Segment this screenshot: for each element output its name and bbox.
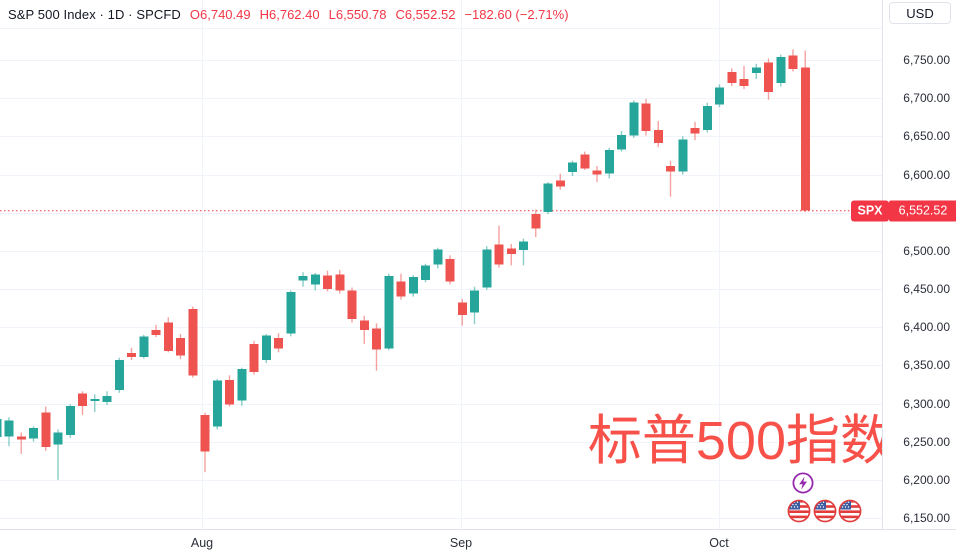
price-axis-label: 6,350.00: [903, 358, 950, 373]
us-flag-icon: [813, 499, 836, 523]
price-axis-label: 6,750.00: [903, 53, 950, 67]
time-axis-label: Aug: [190, 536, 214, 550]
chart-canvas[interactable]: [0, 0, 882, 529]
change-value: −182.60 (−2.71%): [464, 6, 569, 22]
currency-toggle-button[interactable]: USD: [889, 2, 951, 24]
candlestick-chart[interactable]: [0, 0, 882, 529]
time-axis[interactable]: Aug Sep Oct: [0, 529, 956, 558]
flag-icons-row: [787, 499, 862, 523]
symbol-title: S&P 500 Index · 1D · SPCFD: [8, 6, 181, 22]
lightning-icon: [792, 472, 814, 494]
us-flag-icon: [787, 499, 811, 523]
ohlc-high: H6,762.40: [259, 6, 320, 22]
price-axis-label: 6,500.00: [903, 243, 950, 258]
price-axis-label: 6,400.00: [903, 320, 950, 335]
ohlc-close: C6,552.52: [395, 6, 456, 22]
symbol-legend[interactable]: S&P 500 Index · 1D · SPCFD O6,740.49 H6,…: [8, 5, 569, 23]
price-axis-label: 6,250.00: [903, 434, 950, 449]
last-price-tag: 6,552.52: [889, 200, 956, 222]
symbol-price-chip: SPX: [851, 200, 889, 222]
us-flag-icon: [838, 499, 862, 523]
price-axis-label: 6,650.00: [903, 129, 950, 144]
price-axis-label: 6,200.00: [903, 472, 950, 487]
ohlc-low: L6,550.78: [328, 6, 387, 22]
price-axis-label: 6,450.00: [903, 282, 950, 296]
price-axis-label: 6,300.00: [903, 396, 950, 411]
ohlc-open: O6,740.49: [189, 6, 251, 22]
price-axis-label: 6,600.00: [903, 167, 950, 182]
price-axis-label: 6,150.00: [903, 511, 950, 525]
time-axis-label: Oct: [709, 536, 729, 550]
time-axis-label: Sep: [449, 536, 473, 550]
price-axis[interactable]: USD 6,552.52 6,750.00 6,700.00 6,650.00 6,6…: [882, 0, 956, 529]
price-axis-label: 6,700.00: [903, 91, 950, 106]
watermark-title: 标普500指数: [587, 411, 894, 471]
